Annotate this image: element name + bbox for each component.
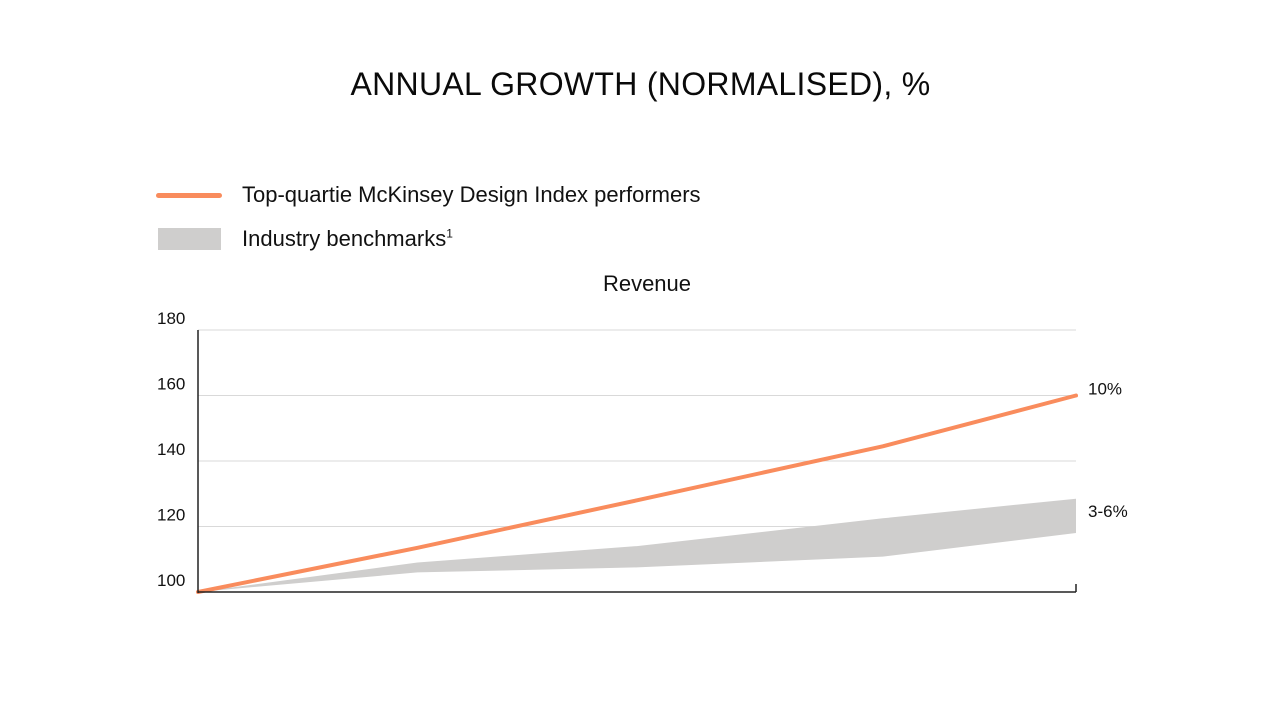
y-tick-labels: 100 120 140 160 180 (157, 309, 185, 590)
legend-swatch-band (158, 228, 221, 250)
legend-label: Industry benchmarks1 (242, 226, 453, 252)
axes (197, 330, 1077, 593)
benchmark-band (198, 498, 1076, 592)
series-layer (196, 393, 1078, 594)
legend-label: Top-quartie McKinsey Design Index perfor… (242, 182, 701, 207)
y-tick-label: 120 (157, 506, 185, 525)
footnote-marker: 1 (446, 226, 453, 241)
y-tick-label: 100 (157, 571, 185, 590)
y-tick-label: 180 (157, 309, 185, 328)
y-tick-label: 140 (157, 440, 185, 459)
chart-title: Revenue (603, 271, 691, 296)
page-title: ANNUAL GROWTH (NORMALISED), % (350, 66, 931, 102)
band-end-label: 3-6% (1088, 502, 1128, 521)
legend-swatch-line (156, 193, 222, 198)
line-end-label: 10% (1088, 380, 1122, 399)
y-tick-label: 160 (157, 375, 185, 394)
end-labels: 10% 3-6% (1088, 380, 1128, 521)
legend-label-text: Industry benchmarks (242, 226, 447, 251)
design-index-line (196, 393, 1078, 594)
